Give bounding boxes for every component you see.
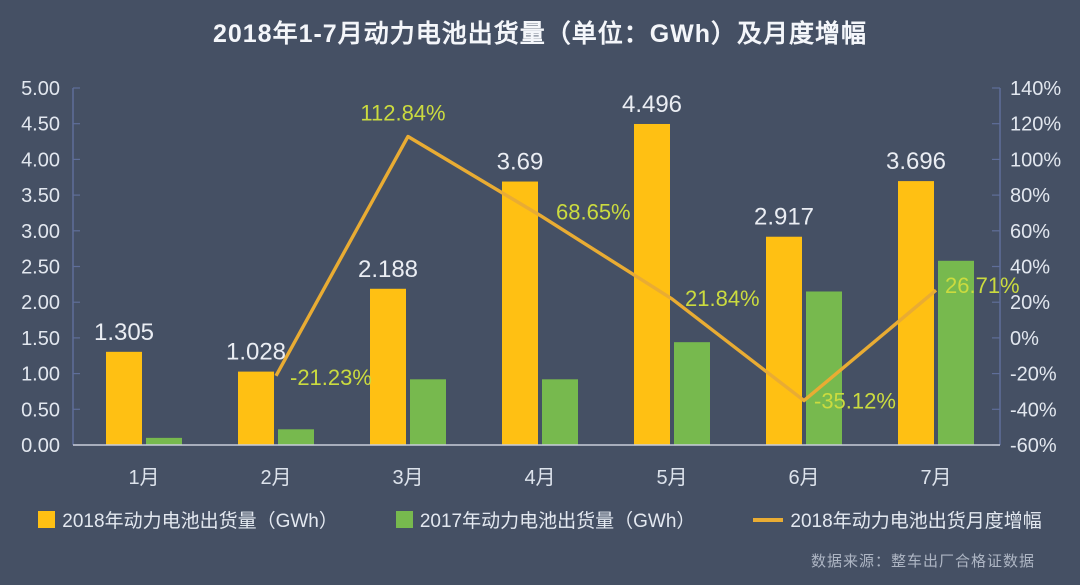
right-axis-tick-label: 0% bbox=[1010, 328, 1039, 350]
bar-2017-2月 bbox=[278, 429, 314, 445]
growth-point-label: 112.84% bbox=[360, 100, 445, 125]
growth-point-label: 26.71% bbox=[945, 273, 1020, 298]
left-axis-tick-label: 3.00 bbox=[21, 221, 60, 243]
bar-value-label: 1.028 bbox=[226, 339, 286, 366]
growth-point-label: -21.23% bbox=[290, 365, 372, 390]
month-label: 3月 bbox=[392, 467, 423, 489]
data-source-note: 数据来源：整车出厂合格证数据 bbox=[810, 553, 1035, 570]
right-axis-tick-label: 100% bbox=[1010, 149, 1061, 171]
month-label: 1月 bbox=[128, 467, 159, 489]
legend-swatch-2018-icon bbox=[38, 511, 56, 528]
legend-swatch-2017-icon bbox=[395, 511, 413, 528]
right-axis-tick-label: -20% bbox=[1010, 364, 1057, 386]
bar-2017-4月 bbox=[542, 379, 578, 445]
bar-2017-5月 bbox=[674, 342, 710, 445]
bar-2018-1月 bbox=[106, 351, 142, 445]
bar-2017-7月 bbox=[938, 260, 974, 445]
left-axis-tick-label: 0.50 bbox=[21, 399, 60, 421]
bar-2018-4月 bbox=[502, 181, 538, 445]
legend-line-swatch-icon bbox=[753, 517, 784, 522]
right-axis-tick-label: 80% bbox=[1010, 185, 1050, 207]
legend-label-2018: 2018年动力电池出货量（GWh） bbox=[62, 511, 338, 532]
bar-value-label: 1.305 bbox=[94, 319, 154, 346]
growth-point-label: 68.65% bbox=[556, 199, 631, 224]
bar-2017-3月 bbox=[410, 379, 446, 445]
right-axis-tick-label: -60% bbox=[1010, 435, 1057, 457]
month-label: 6月 bbox=[788, 467, 819, 489]
right-axis-tick-label: 60% bbox=[1010, 221, 1050, 243]
month-label: 7月 bbox=[920, 467, 951, 489]
left-axis-tick-label: 3.50 bbox=[21, 185, 60, 207]
bar-2018-6月 bbox=[766, 236, 802, 445]
legend-label-2017: 2017年动力电池出货量（GWh） bbox=[419, 511, 696, 532]
bar-value-label: 2.917 bbox=[754, 204, 814, 231]
growth-point-label: 21.84% bbox=[685, 286, 760, 311]
left-axis-tick-label: 5.00 bbox=[21, 78, 60, 100]
right-axis-tick-label: 20% bbox=[1010, 292, 1050, 314]
right-axis-tick-label: 120% bbox=[1010, 114, 1061, 136]
left-axis-tick-label: 2.00 bbox=[21, 292, 60, 314]
bar-value-label: 3.69 bbox=[497, 149, 544, 176]
left-axis-tick-label: 4.50 bbox=[21, 114, 60, 136]
growth-point-label: -35.12% bbox=[814, 389, 896, 414]
left-axis-tick-label: 4.00 bbox=[21, 149, 60, 171]
left-axis-tick-label: 2.50 bbox=[21, 257, 60, 279]
legend-item-2017-bars: 2017年动力电池出货量（GWh） bbox=[395, 506, 696, 533]
bar-2018-2月 bbox=[238, 371, 274, 445]
left-axis-tick-label: 1.00 bbox=[21, 364, 60, 386]
legend: 2018年动力电池出货量（GWh） 2017年动力电池出货量（GWh） 2018… bbox=[0, 506, 1080, 533]
legend-item-2018-bars: 2018年动力电池出货量（GWh） bbox=[38, 506, 338, 533]
left-axis-tick-label: 1.50 bbox=[21, 328, 60, 350]
right-axis-tick-label: 140% bbox=[1010, 78, 1061, 100]
bar-value-label: 4.496 bbox=[622, 91, 682, 118]
bar-2017-1月 bbox=[146, 437, 182, 445]
legend-label-growth: 2018年动力电池出货月度增幅 bbox=[790, 511, 1042, 532]
bar-value-label: 2.188 bbox=[358, 256, 418, 283]
month-label: 5月 bbox=[656, 467, 687, 489]
growth-line bbox=[274, 134, 938, 403]
month-label: 4月 bbox=[524, 467, 555, 489]
legend-item-growth-line: 2018年动力电池出货月度增幅 bbox=[753, 506, 1042, 533]
month-label: 2月 bbox=[260, 467, 291, 489]
right-axis-tick-label: -40% bbox=[1010, 399, 1057, 421]
left-axis-tick-label: 0.00 bbox=[21, 435, 60, 457]
bar-value-label: 3.696 bbox=[886, 148, 946, 175]
chart-title: 2018年1-7月动力电池出货量（单位：GWh）及月度增幅 bbox=[212, 20, 868, 48]
right-axis-tick-label: 40% bbox=[1010, 257, 1050, 279]
bar-2018-7月 bbox=[898, 181, 934, 446]
bar-2018-3月 bbox=[370, 288, 406, 445]
bar-2017-6月 bbox=[806, 291, 842, 445]
